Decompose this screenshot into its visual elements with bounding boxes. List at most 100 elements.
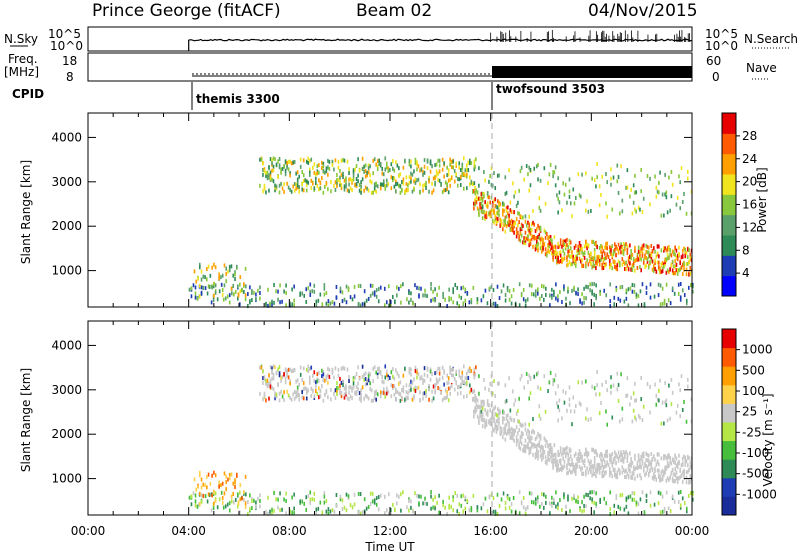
power-cell bbox=[475, 200, 478, 205]
power-cell bbox=[689, 252, 692, 257]
power-cell bbox=[557, 298, 559, 303]
velocity-cell bbox=[689, 464, 692, 469]
velocity-cell bbox=[280, 375, 282, 380]
velocity-cell bbox=[481, 424, 484, 429]
power-cell bbox=[289, 187, 291, 192]
power-cell bbox=[518, 303, 521, 308]
velocity-cell bbox=[315, 507, 318, 512]
power-cell bbox=[637, 257, 640, 262]
power-cell bbox=[629, 194, 631, 199]
power-cell bbox=[284, 172, 287, 177]
velocity-cell bbox=[453, 377, 456, 382]
velocity-cell bbox=[501, 420, 504, 425]
power-cell bbox=[492, 288, 495, 293]
power-cell bbox=[273, 300, 275, 305]
velocity-cell bbox=[353, 502, 356, 507]
power-cell bbox=[525, 223, 528, 228]
power-cell bbox=[551, 251, 553, 256]
power-cell bbox=[665, 248, 668, 253]
power-cell bbox=[249, 285, 251, 290]
power-cell bbox=[343, 178, 346, 183]
velocity-cell bbox=[230, 472, 233, 477]
velocity-cell bbox=[438, 493, 440, 498]
power-cell bbox=[536, 291, 539, 296]
power-cell bbox=[590, 209, 592, 214]
power-cell bbox=[620, 244, 622, 249]
power-cell bbox=[586, 242, 588, 247]
power-cell bbox=[610, 262, 612, 267]
velocity-cell bbox=[621, 458, 624, 463]
velocity-cell bbox=[448, 495, 450, 500]
colorbar-tick-label: -1000 bbox=[742, 487, 777, 501]
power-cell bbox=[552, 255, 554, 260]
x-tick-label: 08:00 bbox=[272, 524, 307, 538]
velocity-cell bbox=[583, 508, 585, 513]
power-cell bbox=[655, 269, 658, 274]
velocity-cell bbox=[566, 471, 568, 476]
power-cell bbox=[434, 163, 436, 168]
power-cell bbox=[301, 182, 304, 187]
power-cell bbox=[572, 187, 575, 192]
velocity-cell bbox=[265, 378, 267, 383]
velocity-cell bbox=[221, 500, 224, 505]
power-cell bbox=[296, 177, 299, 182]
velocity-cell bbox=[634, 453, 636, 458]
power-cell bbox=[476, 190, 479, 195]
velocity-cell bbox=[608, 457, 611, 462]
velocity-cell bbox=[494, 405, 497, 410]
power-cell bbox=[422, 188, 424, 193]
power-cell bbox=[438, 302, 440, 307]
velocity-cell bbox=[422, 501, 424, 506]
velocity-cell bbox=[357, 387, 359, 392]
velocity-cell bbox=[347, 494, 350, 499]
velocity-cell bbox=[639, 415, 641, 420]
velocity-cell bbox=[664, 454, 666, 459]
velocity-cell bbox=[364, 382, 367, 387]
power-cell bbox=[375, 181, 378, 186]
power-cell bbox=[275, 162, 278, 167]
velocity-cell bbox=[505, 432, 508, 437]
velocity-cell bbox=[576, 462, 578, 467]
velocity-cell bbox=[323, 500, 326, 505]
power-cell bbox=[287, 159, 290, 164]
power-cell bbox=[321, 302, 324, 307]
power-cell bbox=[615, 287, 618, 292]
velocity-cell bbox=[530, 491, 533, 496]
velocity-cell bbox=[559, 461, 562, 466]
power-cell bbox=[228, 268, 231, 273]
power-cell bbox=[504, 229, 507, 234]
power-cell bbox=[279, 283, 281, 288]
power-cell bbox=[674, 252, 676, 257]
power-cell bbox=[581, 263, 583, 268]
velocity-cell bbox=[310, 386, 313, 391]
velocity-cell bbox=[675, 410, 678, 415]
velocity-cell bbox=[674, 453, 676, 458]
power-cell bbox=[500, 221, 503, 226]
velocity-cell bbox=[626, 458, 629, 463]
power-cell bbox=[595, 296, 597, 301]
power-cell bbox=[490, 284, 493, 289]
power-cell bbox=[580, 194, 582, 199]
velocity-cell bbox=[315, 380, 317, 385]
velocity-cell bbox=[535, 372, 538, 377]
colorbar-tick-label: -25 bbox=[742, 425, 762, 439]
velocity-cell bbox=[685, 459, 688, 464]
velocity-cell bbox=[646, 452, 649, 457]
power-cell bbox=[369, 179, 371, 184]
velocity-cell bbox=[435, 377, 438, 382]
velocity-cell bbox=[622, 456, 625, 461]
velocity-cell bbox=[298, 382, 300, 387]
velocity-cell bbox=[512, 389, 514, 394]
velocity-cell bbox=[394, 507, 396, 512]
power-cell bbox=[385, 161, 388, 166]
colorbar-tick-label: 24 bbox=[742, 152, 757, 166]
power-cell bbox=[587, 243, 590, 248]
velocity-cell bbox=[625, 450, 627, 455]
power-cell bbox=[676, 257, 679, 262]
velocity-cell bbox=[392, 367, 394, 372]
power-cell bbox=[689, 283, 692, 288]
power-cell bbox=[355, 182, 358, 187]
velocity-cell bbox=[665, 398, 668, 403]
power-cell bbox=[605, 293, 608, 298]
velocity-cell bbox=[500, 497, 503, 502]
